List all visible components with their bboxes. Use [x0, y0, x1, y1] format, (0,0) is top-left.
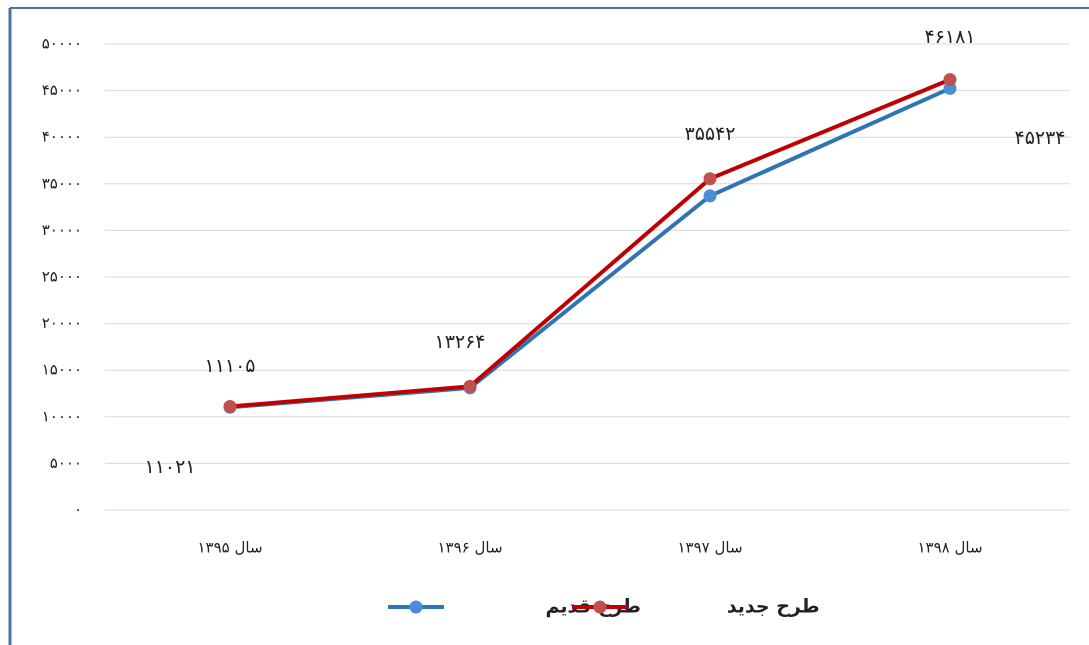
data-point [223, 400, 237, 414]
y-tick-label: ۳۵۰۰۰ [42, 174, 82, 192]
y-tick-label: ۱۰۰۰۰ [42, 407, 82, 425]
data-point [463, 379, 477, 393]
legend-label: طرح جدید [727, 596, 820, 618]
series-line [229, 77, 951, 409]
data-label: ۱۱۱۰۵ [204, 355, 255, 377]
legend-marker [593, 600, 607, 614]
y-tick-label: ۲۵۰۰۰ [42, 268, 82, 286]
y-tick-label: ۴۵۰۰۰ [42, 81, 82, 99]
x-tick-label: سال ۱۳۹۶ [437, 539, 502, 557]
x-tick-label: سال ۱۳۹۸ [917, 539, 982, 557]
y-tick-label: ۴۰۰۰۰ [42, 128, 82, 146]
data-label: ۴۶۱۸۱ [924, 26, 975, 48]
data-label: ۱۱۰۲۱ [144, 456, 195, 478]
data-label: ۱۳۲۶۴ [434, 331, 485, 353]
x-tick-label: سال ۱۳۹۵ [197, 539, 262, 557]
y-tick-label: ۱۵۰۰۰ [42, 361, 82, 379]
y-tick-label: ۰ [74, 501, 82, 519]
legend-marker [409, 600, 423, 614]
data-point [703, 172, 717, 186]
data-point [703, 189, 717, 203]
data-label: ۴۵۲۳۴ [1014, 127, 1065, 149]
y-tick-label: ۵۰۰۰۰ [42, 35, 82, 53]
x-tick-label: سال ۱۳۹۷ [677, 539, 742, 557]
y-tick-label: ۳۰۰۰۰ [42, 221, 82, 239]
y-tick-label: ۵۰۰۰ [50, 454, 82, 472]
data-label: ۳۵۵۴۲ [684, 123, 735, 145]
data-point [943, 73, 957, 87]
y-tick-label: ۲۰۰۰۰ [42, 314, 82, 332]
